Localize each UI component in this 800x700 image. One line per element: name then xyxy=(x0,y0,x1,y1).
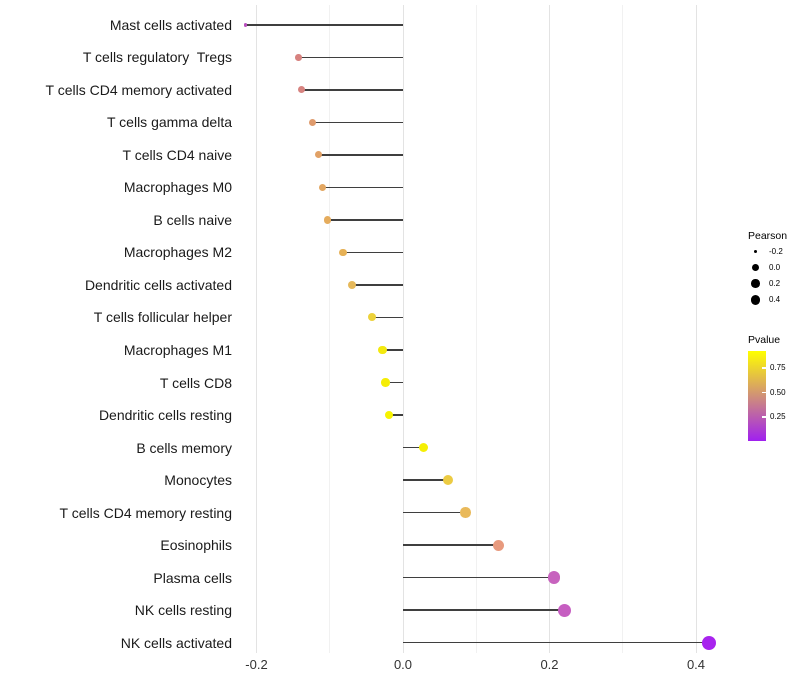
gradient-tick xyxy=(762,391,766,394)
data-point xyxy=(381,378,390,387)
data-point xyxy=(347,280,356,289)
gradient-tick-label: 0.25 xyxy=(770,412,786,421)
category-label: Monocytes xyxy=(164,472,232,489)
lollipop-stem xyxy=(403,446,424,449)
category-label: NK cells resting xyxy=(134,602,232,619)
lollipop-stem xyxy=(342,251,403,254)
size-legend-label: -0.2 xyxy=(769,246,783,256)
category-label: Eosinophils xyxy=(160,537,232,554)
category-label: NK cells activated xyxy=(120,634,232,651)
gridline-minor xyxy=(622,5,624,653)
size-legend-dot xyxy=(750,295,761,305)
lollipop-stem xyxy=(403,479,449,481)
data-point xyxy=(557,603,571,617)
data-point xyxy=(384,410,394,420)
lollipop-stem xyxy=(389,414,403,416)
size-legend-dot xyxy=(752,264,759,271)
category-label: T cells regulatory Tregs xyxy=(82,49,232,66)
category-label: T cells follicular helper xyxy=(93,309,232,326)
data-point xyxy=(318,183,327,192)
size-legend-label: 0.4 xyxy=(769,295,781,304)
category-label: B cells naive xyxy=(153,211,232,228)
data-point xyxy=(460,507,471,518)
lollipop-stem xyxy=(327,219,403,221)
gradient-tick-label: 0.75 xyxy=(770,363,786,372)
color-legend-title: Pvalue xyxy=(748,334,781,346)
lollipop-stem xyxy=(301,89,403,91)
gradient-tick xyxy=(762,416,766,418)
gridline-minor xyxy=(329,5,331,653)
lollipop-stem xyxy=(371,316,403,319)
x-tick-label: 0.0 xyxy=(393,657,413,672)
lollipop-stem xyxy=(382,349,403,351)
data-point xyxy=(702,635,717,650)
data-point xyxy=(378,345,387,355)
category-label: Mast cells activated xyxy=(109,16,232,33)
size-legend-label: 0.2 xyxy=(769,278,781,288)
x-tick-label: 0.4 xyxy=(686,657,706,672)
category-label: Dendritic cells activated xyxy=(84,276,232,293)
category-label: Macrophages M0 xyxy=(123,179,232,196)
category-label: T cells gamma delta xyxy=(106,114,232,131)
data-point xyxy=(297,86,305,94)
lollipop-stem xyxy=(403,576,554,579)
gridline-major xyxy=(256,5,257,653)
data-point xyxy=(295,54,302,61)
lollipop-stem xyxy=(403,544,499,546)
data-point xyxy=(443,475,454,486)
category-label: T cells CD4 memory activated xyxy=(45,81,232,98)
category-label: T cells CD4 memory resting xyxy=(59,504,232,521)
x-tick-label: 0.2 xyxy=(540,657,559,672)
category-label: T cells CD8 xyxy=(159,374,232,391)
size-legend-dot xyxy=(753,249,758,254)
category-label: T cells CD4 naive xyxy=(122,146,232,163)
data-point xyxy=(339,248,347,257)
size-legend-dot xyxy=(751,279,760,288)
data-point xyxy=(418,442,429,453)
category-label: Dendritic cells resting xyxy=(98,407,232,424)
lollipop-stem xyxy=(403,609,565,611)
category-label: Plasma cells xyxy=(153,569,232,586)
lollipop-stem xyxy=(298,56,403,59)
pvalue-gradient-bar xyxy=(748,351,766,441)
gridline-minor xyxy=(475,5,477,653)
gradient-tick xyxy=(762,367,766,369)
data-point xyxy=(314,151,322,159)
x-tick-label: -0.2 xyxy=(245,657,268,672)
lollipop-stem xyxy=(322,186,403,189)
lollipop-stem xyxy=(385,381,403,384)
category-label: B cells memory xyxy=(136,439,232,456)
data-point xyxy=(308,118,316,126)
size-legend-title: Pearson xyxy=(748,230,788,242)
data-point xyxy=(323,216,332,224)
lollipop-stem xyxy=(318,154,403,156)
data-point xyxy=(547,571,561,584)
gridline-major xyxy=(402,5,404,653)
gridline-major xyxy=(549,5,550,653)
size-legend-label: 0.0 xyxy=(769,262,781,272)
lollipop-stem xyxy=(312,121,403,124)
gradient-tick-label: 0.50 xyxy=(770,387,786,397)
lollipop-stem xyxy=(403,641,710,644)
data-point xyxy=(367,313,376,322)
data-point xyxy=(492,539,504,551)
lollipop-stem xyxy=(351,284,403,286)
category-label: Macrophages M1 xyxy=(123,342,232,358)
lollipop-stem xyxy=(403,511,466,514)
category-label: Macrophages M2 xyxy=(123,244,232,261)
gridline-major xyxy=(695,5,697,653)
data-point xyxy=(243,23,248,27)
lollipop-stem xyxy=(245,24,403,26)
